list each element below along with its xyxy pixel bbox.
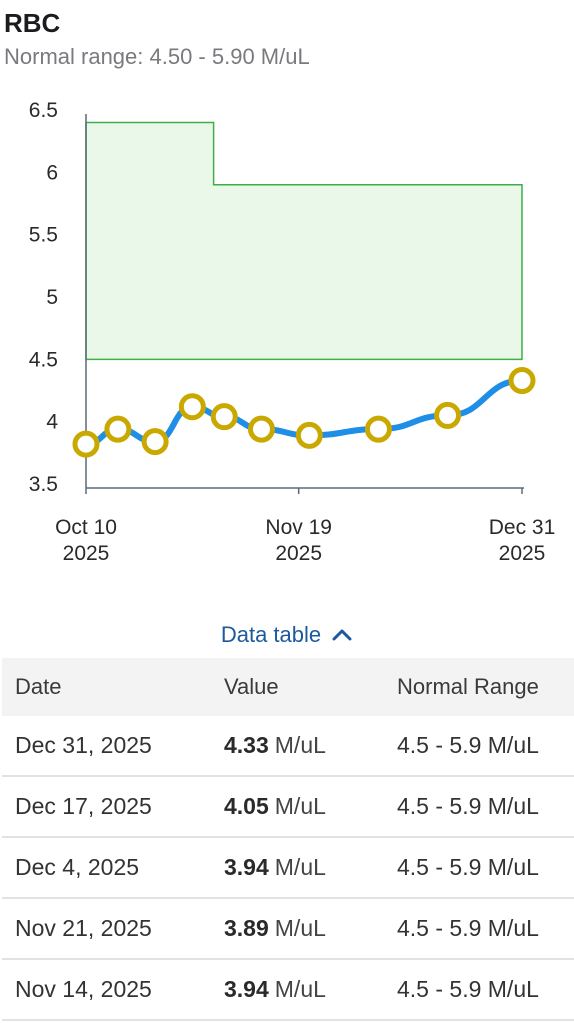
data-point (141, 428, 169, 456)
table-row: Nov 14, 2025 3.94 M/uL 4.5 - 5.9 M/uL (2, 960, 574, 1021)
y-tick-label: 6.5 (29, 100, 58, 122)
table-row: Dec 4, 2025 3.94 M/uL 4.5 - 5.9 M/uL (2, 838, 574, 899)
rbc-chart: 6.5 6 5.5 5 4.5 4 3.5 Oct 10 2025 Nov 19 2025 Dec 3… (29, 100, 556, 565)
data-table: Date Value Normal Range Dec 31, 2025 4.33… (2, 658, 574, 1021)
row-value-number: 4.05 (224, 793, 269, 819)
row-normal-range: 4.5 - 5.9 M/uL (397, 732, 539, 758)
row-date: Nov 14, 2025 (15, 976, 152, 1002)
row-value-unit: M/uL (274, 915, 326, 941)
row-value: 3.94 M/uL (224, 976, 397, 1003)
table-row: Nov 21, 2025 3.89 M/uL 4.5 - 5.9 M/uL (2, 899, 574, 960)
row-value-unit: M/uL (274, 793, 326, 819)
data-point (295, 421, 323, 449)
header-value: Value (224, 674, 279, 699)
normal-range-band (213, 184, 523, 360)
data-point (508, 367, 536, 395)
row-date: Dec 31, 2025 (15, 732, 152, 758)
row-normal-range: 4.5 - 5.9 M/uL (397, 793, 539, 819)
data-point (72, 430, 100, 458)
page-title: RBC (4, 8, 61, 38)
x-tick-label-year: 2025 (63, 542, 110, 565)
row-value-number: 4.33 (224, 732, 269, 758)
x-tick-label-year: 2025 (275, 542, 322, 565)
data-point (104, 415, 132, 443)
row-date: Nov 21, 2025 (15, 915, 152, 941)
row-value: 3.89 M/uL (224, 915, 397, 942)
row-value-unit: M/uL (274, 976, 326, 1002)
row-normal-range: 4.5 - 5.9 M/uL (397, 915, 539, 941)
data-table-toggle-label: Data table (220, 622, 322, 647)
header-normal-range: Normal Range (397, 674, 539, 699)
row-value-number: 3.94 (224, 854, 269, 880)
y-tick-label: 6 (46, 161, 58, 184)
row-date: Dec 4, 2025 (15, 854, 140, 880)
row-value-unit: M/uL (274, 732, 326, 758)
data-point (210, 403, 238, 431)
data-point (434, 401, 462, 429)
x-tick-label: Oct 10 (55, 516, 117, 539)
normal-range-subtitle: Normal range: 4.50 - 5.90 M/uL (4, 44, 310, 69)
row-date: Dec 17, 2025 (15, 793, 152, 819)
x-tick-label: Nov 19 (265, 516, 332, 539)
y-tick-label: 3.5 (29, 473, 58, 496)
table-row: Dec 31, 2025 4.33 M/uL 4.5 - 5.9 M/uL (2, 716, 574, 777)
row-value: 4.33 M/uL (224, 732, 397, 759)
x-tick-label: Dec 31 (489, 516, 556, 539)
row-value-unit: M/uL (274, 854, 326, 880)
table-header: Date Value Normal Range (2, 658, 574, 716)
row-value-number: 3.89 (224, 915, 269, 941)
y-tick-label: 4.5 (29, 348, 58, 371)
data-point (178, 393, 206, 421)
header-date: Date (15, 674, 62, 699)
data-table-toggle[interactable]: Data table (0, 618, 574, 652)
row-value: 4.05 M/uL (224, 793, 397, 820)
y-tick-label: 4 (46, 411, 58, 434)
table-body: Dec 31, 2025 4.33 M/uL 4.5 - 5.9 M/uL Dec 17… (2, 716, 574, 1021)
row-value-number: 3.94 (224, 976, 269, 1002)
y-tick-label: 5.5 (29, 224, 58, 247)
data-point (247, 415, 275, 443)
table-row: Dec 17, 2025 4.05 M/uL 4.5 - 5.9 M/uL (2, 777, 574, 838)
data-point (364, 415, 392, 443)
row-normal-range: 4.5 - 5.9 M/uL (397, 976, 539, 1002)
normal-range-band (86, 122, 214, 360)
x-tick-label-year: 2025 (499, 542, 546, 565)
row-normal-range: 4.5 - 5.9 M/uL (397, 854, 539, 880)
y-tick-label: 5 (46, 286, 58, 309)
row-value: 3.94 M/uL (224, 854, 397, 881)
chevron-up-icon (331, 624, 353, 646)
